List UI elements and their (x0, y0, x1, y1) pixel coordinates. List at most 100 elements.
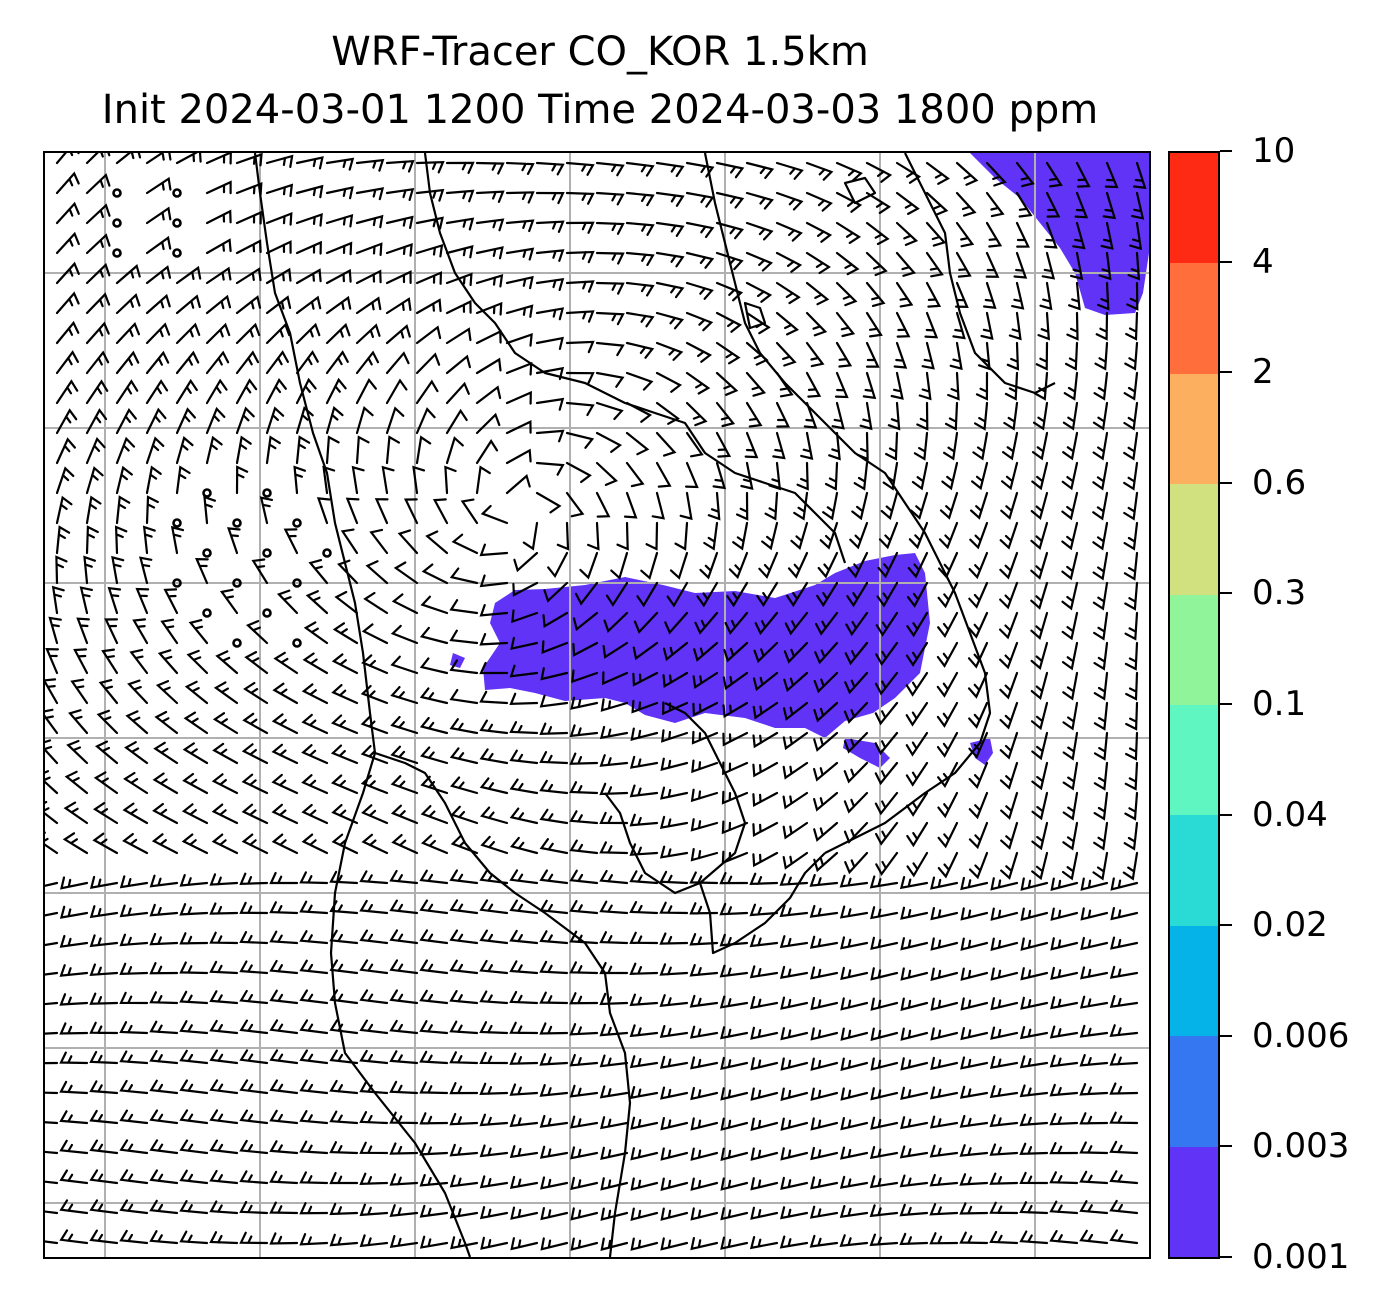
wind-barb (301, 713, 329, 735)
wind-barb (862, 371, 877, 400)
wind-barb (938, 551, 959, 579)
wind-barb (990, 877, 1019, 891)
wind-barb (968, 611, 989, 639)
wind-barb (1123, 461, 1139, 491)
wind-barb (539, 991, 569, 1005)
wind-barb (937, 791, 959, 819)
wind-barb (505, 191, 535, 204)
wind-barb (241, 743, 269, 765)
wind-barb (535, 307, 565, 321)
wind-barb (329, 1202, 359, 1216)
wind-barb (89, 1169, 119, 1185)
wind-barb (479, 604, 509, 617)
wind-barb (355, 323, 381, 345)
wind-barb (600, 1146, 629, 1161)
wind-barb (570, 1207, 599, 1221)
wind-barb (929, 1115, 959, 1129)
wind-barb (149, 1020, 179, 1035)
wind-barb (239, 901, 269, 915)
wind-barb (415, 435, 432, 465)
wind-barb (445, 272, 473, 287)
wind-barb (295, 268, 322, 285)
wind-barb (1031, 761, 1049, 791)
wind-barb (179, 932, 209, 945)
wind-barb (865, 191, 892, 214)
wind-barb (1030, 521, 1049, 550)
wind-barb (685, 401, 708, 427)
wind-barb (149, 1169, 179, 1185)
wind-barb (389, 1204, 419, 1217)
calm-marker (202, 608, 212, 618)
wind-barb (419, 899, 449, 915)
wind-barb (870, 1057, 899, 1071)
wind-barb (509, 692, 539, 706)
wind-barb (98, 679, 119, 705)
wind-barb (271, 803, 299, 825)
wind-barb (535, 161, 565, 176)
wind-barb (1049, 1142, 1079, 1155)
wind-barb (750, 1117, 779, 1131)
wind-barb (329, 959, 359, 975)
wind-barb (355, 187, 385, 201)
wind-barb (629, 993, 659, 1007)
wind-barb (505, 361, 533, 376)
wind-barb (1093, 611, 1109, 641)
wind-barb (239, 872, 269, 885)
wind-barb (385, 351, 410, 375)
colorbar-tick (1220, 371, 1232, 374)
wind-barb (149, 1199, 179, 1215)
wind-barb (689, 964, 719, 977)
wind-barb (239, 1139, 269, 1155)
wind-barb (899, 1145, 929, 1159)
wind-barb (299, 1233, 329, 1246)
wind-barb (479, 543, 509, 557)
wind-barb (1050, 937, 1079, 951)
wind-barb (329, 929, 359, 945)
wind-barb (689, 1025, 719, 1039)
wind-barb (843, 791, 869, 814)
wind-barb (391, 593, 419, 615)
wind-barb (73, 648, 89, 675)
wind-barb (269, 959, 299, 975)
lat-lon-gridlines (45, 153, 1149, 1257)
wind-barb (775, 311, 800, 336)
wind-barb (874, 731, 899, 756)
wind-barb (853, 461, 869, 491)
wind-barb (510, 1237, 539, 1251)
wind-barb (271, 833, 299, 855)
wind-barb (479, 1113, 509, 1127)
wind-barb (251, 558, 269, 585)
wind-barb (599, 1085, 629, 1099)
colorbar-tick (1220, 703, 1232, 705)
wind-barb (1031, 851, 1049, 881)
wind-barb (655, 371, 683, 393)
map-panel[interactable] (43, 151, 1151, 1259)
wind-barb (155, 680, 179, 705)
wind-barb (661, 729, 689, 743)
wind-barb (1061, 551, 1079, 581)
wind-barb (960, 907, 989, 921)
wind-barb (301, 833, 329, 855)
wind-barb (905, 761, 929, 787)
tracer-plume-central (483, 553, 930, 738)
wind-barb (149, 903, 179, 917)
wind-barb (540, 667, 569, 681)
wind-barb (449, 1174, 479, 1188)
wind-barb (1044, 221, 1058, 249)
colorbar-tick-label: 10 (1252, 131, 1296, 171)
wind-barb (662, 671, 689, 689)
wind-barb (1109, 1024, 1139, 1037)
colorbar-segment (1170, 263, 1218, 375)
wind-barb (1080, 907, 1109, 921)
wind-barb (895, 221, 919, 246)
wind-barb (68, 709, 89, 735)
wind-barb (1097, 281, 1110, 311)
wind-barb (659, 932, 689, 945)
wind-barb (625, 251, 655, 266)
wind-barb (938, 521, 959, 550)
wind-barb (726, 581, 749, 608)
wind-barb (415, 160, 445, 174)
wind-barb (599, 782, 629, 796)
wind-barb (745, 161, 775, 179)
wind-barb (911, 461, 929, 491)
